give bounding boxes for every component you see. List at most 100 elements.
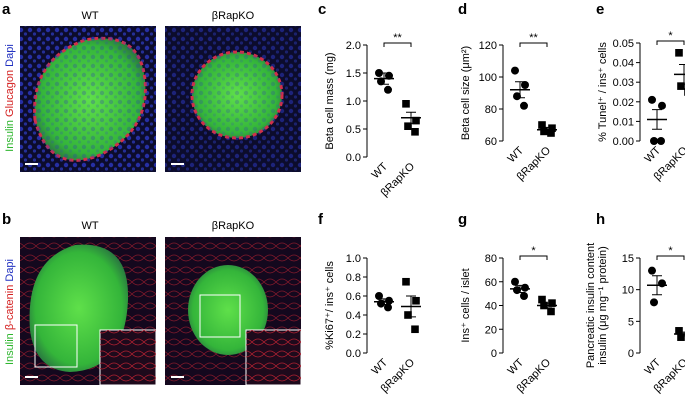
y-axis-label: %Ki67⁺/ ins⁺ cells xyxy=(324,261,336,350)
data-point xyxy=(650,137,658,145)
panel-letter: c xyxy=(318,1,326,18)
data-point xyxy=(538,295,546,304)
data-point xyxy=(404,122,412,130)
data-point xyxy=(538,121,546,129)
y-tick-label: 1.5 xyxy=(346,68,361,80)
panel-letter: b xyxy=(2,211,11,228)
y-tick-label: 0.6 xyxy=(346,291,361,303)
significance-bracket xyxy=(383,42,412,47)
y-tick-label: 120 xyxy=(479,40,497,52)
data-point xyxy=(675,49,683,57)
y-tick-label: 10 xyxy=(622,285,634,297)
data-point xyxy=(648,95,656,104)
y-tick-label: 40 xyxy=(485,301,497,313)
y-tick-label: 0.0 xyxy=(346,348,361,360)
error-bar xyxy=(406,111,416,124)
data-point xyxy=(521,81,529,89)
panel-letter: e xyxy=(596,1,604,18)
micrograph xyxy=(20,237,157,386)
data-point xyxy=(385,71,393,80)
y-tick-label: 0.05 xyxy=(613,38,634,50)
panel-letter: d xyxy=(458,1,467,18)
data-point xyxy=(520,292,528,300)
image-label: WT xyxy=(81,220,98,232)
y-tick-label: 60 xyxy=(485,277,497,289)
data-point xyxy=(402,100,410,108)
stain-label: Insulin β-catenin Dapi xyxy=(4,259,16,365)
y-axis-label: insulin (μg mg⁻¹ protein) xyxy=(597,246,609,365)
panel-letter: f xyxy=(318,211,324,228)
data-point xyxy=(658,279,666,288)
y-axis-label: % Tunel⁺ / ins⁺ cells xyxy=(597,42,609,142)
error-bar xyxy=(379,298,389,306)
significance-bracket xyxy=(519,255,548,260)
data-point xyxy=(384,303,392,312)
panel-letter: a xyxy=(2,1,11,18)
y-tick-label: 100 xyxy=(479,72,497,84)
y-tick-label: 0.01 xyxy=(613,116,634,128)
x-tick-label: WT xyxy=(506,144,527,165)
data-point xyxy=(650,298,658,307)
data-point xyxy=(384,85,392,94)
y-tick-label: 0 xyxy=(491,348,497,360)
image-label: βRapKO xyxy=(212,10,255,22)
data-point xyxy=(411,325,419,334)
y-tick-label: 60 xyxy=(485,136,497,148)
error-bar xyxy=(379,72,389,85)
y-tick-label: 15 xyxy=(622,253,634,265)
data-point xyxy=(412,296,420,305)
error-bar xyxy=(652,275,662,296)
x-tick-label: WT xyxy=(370,356,391,377)
y-tick-label: 0.0 xyxy=(346,152,361,164)
error-bar xyxy=(406,295,416,318)
y-tick-label: 0.8 xyxy=(346,272,361,284)
x-tick-label: WT xyxy=(643,144,664,165)
data-point xyxy=(548,124,556,132)
y-tick-label: 20 xyxy=(485,324,497,336)
data-point xyxy=(677,82,685,90)
error-bar xyxy=(515,284,525,293)
significance-bracket xyxy=(656,40,685,45)
micrograph xyxy=(165,26,301,172)
data-point xyxy=(377,77,385,86)
significance: ** xyxy=(529,32,538,44)
significance-bracket xyxy=(519,42,548,47)
y-axis-label: Pancreatic insulin content xyxy=(585,243,597,368)
data-point xyxy=(657,137,665,145)
y-tick-label: 80 xyxy=(485,104,497,116)
x-tick-label: WT xyxy=(506,356,527,377)
data-point xyxy=(547,129,555,137)
data-point xyxy=(658,101,666,110)
data-point xyxy=(402,277,410,286)
y-tick-label: 0.4 xyxy=(346,310,361,322)
data-point xyxy=(648,266,656,275)
y-tick-label: 0.00 xyxy=(613,136,634,148)
image-label: WT xyxy=(81,10,98,22)
y-tick-label: 0.02 xyxy=(613,97,634,109)
error-bar xyxy=(679,331,685,337)
data-point xyxy=(404,311,412,319)
y-tick-label: 0.2 xyxy=(346,329,361,341)
error-bar xyxy=(515,81,525,99)
y-tick-label: 1.0 xyxy=(346,96,361,108)
data-point xyxy=(520,101,528,110)
panel-letter: h xyxy=(596,211,605,228)
error-bar xyxy=(542,126,552,133)
y-tick-label: 0.04 xyxy=(613,58,634,70)
data-point xyxy=(540,127,548,136)
y-tick-label: 5 xyxy=(628,316,634,328)
x-tick-label: WT xyxy=(643,356,664,377)
micrograph xyxy=(165,237,302,386)
y-tick-label: 80 xyxy=(485,253,497,265)
y-axis-label: Beta cell size (μm²) xyxy=(460,46,472,140)
data-point xyxy=(547,307,555,316)
data-point xyxy=(412,116,420,125)
significance-bracket xyxy=(656,255,685,260)
y-tick-label: 1.0 xyxy=(346,253,361,265)
data-point xyxy=(675,327,683,335)
significance: ** xyxy=(393,32,402,44)
image-label: βRapKO xyxy=(212,220,255,232)
error-bar xyxy=(679,64,685,85)
data-point xyxy=(511,277,519,286)
